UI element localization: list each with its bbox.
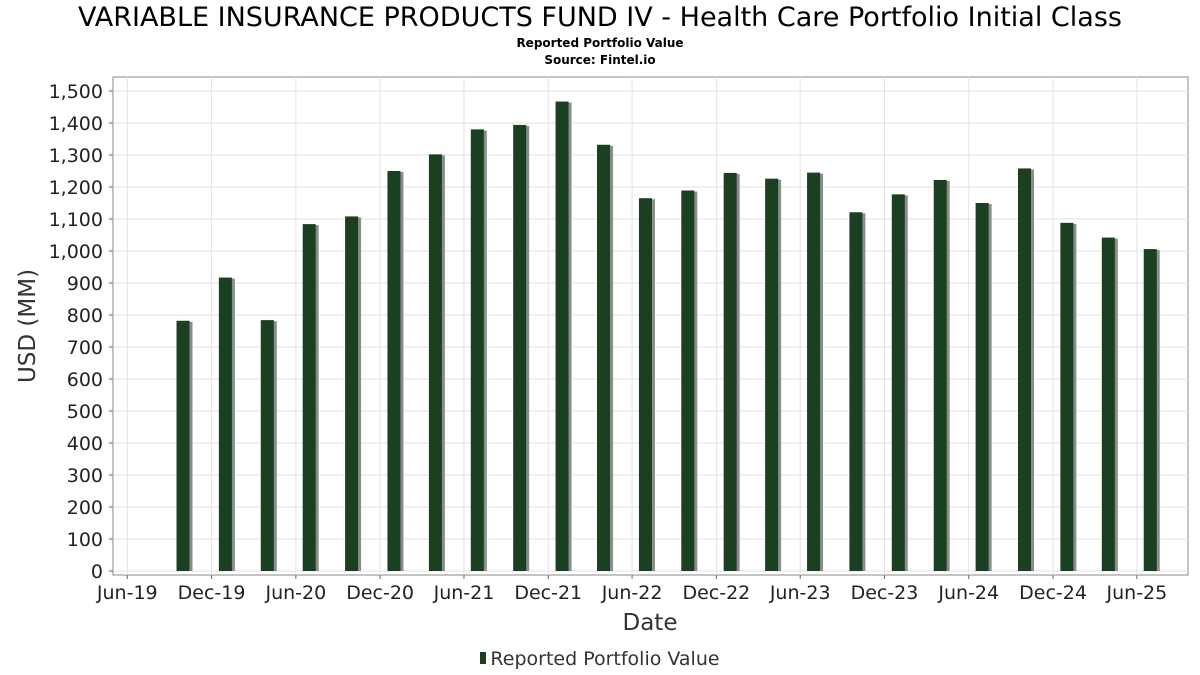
bar — [302, 224, 316, 571]
x-tick-label: Jun-20 — [264, 582, 326, 604]
bar — [807, 172, 821, 571]
y-tick-label: 1,500 — [49, 81, 103, 103]
y-tick-label: 500 — [67, 401, 103, 423]
y-tick-label: 1,400 — [49, 113, 103, 135]
chart-subtitle: Reported Portfolio Value — [516, 36, 684, 50]
bar — [1143, 249, 1157, 571]
x-tick-label: Dec-20 — [346, 582, 414, 604]
x-tick-label: Jun-21 — [433, 582, 495, 604]
bar — [470, 129, 484, 571]
bar — [387, 171, 401, 571]
bar — [1101, 237, 1115, 571]
bar — [597, 144, 611, 571]
x-tick-label: Dec-22 — [682, 582, 750, 604]
x-tick-label: Jun-25 — [1106, 582, 1168, 604]
y-tick-label: 600 — [67, 369, 103, 391]
legend-label: Reported Portfolio Value — [490, 648, 720, 670]
bar — [345, 216, 359, 571]
bar — [176, 320, 190, 571]
x-tick-label: Jun-22 — [601, 582, 663, 604]
bar — [681, 190, 695, 571]
y-tick-label: 0 — [91, 561, 103, 583]
bar — [723, 172, 737, 572]
y-tick-label: 1,200 — [49, 177, 103, 199]
y-tick-label: 800 — [67, 305, 103, 327]
x-tick-label: Dec-24 — [1019, 582, 1087, 604]
bar — [1060, 222, 1074, 571]
x-tick-label: Jun-19 — [96, 582, 158, 604]
legend-swatch — [480, 652, 487, 664]
x-tick-label: Jun-24 — [937, 582, 999, 604]
bar — [849, 212, 863, 571]
bar — [555, 101, 569, 571]
x-tick-label: Dec-19 — [178, 582, 246, 604]
bar — [1017, 168, 1031, 571]
bar — [891, 194, 905, 572]
legend: Reported Portfolio Value — [0, 648, 1200, 670]
x-tick-label: Dec-21 — [514, 582, 582, 604]
y-tick-label: 300 — [67, 465, 103, 487]
axes: 0 100 200 300 400 500 600 700 800 900 1,000 1,100 1,… — [49, 81, 1168, 604]
y-tick-label: 400 — [67, 433, 103, 455]
x-axis-title: Date — [623, 610, 678, 636]
bar — [513, 124, 527, 572]
x-tick-label: Jun-23 — [769, 582, 831, 604]
y-tick-label: 900 — [67, 273, 103, 295]
bar — [428, 154, 442, 572]
chart-title: VARIABLE INSURANCE PRODUCTS FUND IV - He… — [78, 2, 1122, 33]
bar — [933, 179, 947, 571]
bar — [218, 277, 232, 571]
bar — [765, 178, 779, 571]
bars — [176, 101, 1160, 572]
bar — [975, 203, 989, 571]
bar — [260, 320, 274, 571]
y-tick-label: 1,000 — [49, 241, 103, 263]
y-tick-label: 200 — [67, 497, 103, 519]
y-tick-label: 100 — [67, 529, 103, 551]
x-tick-label: Dec-23 — [851, 582, 919, 604]
chart-source: Source: Fintel.io — [544, 53, 656, 67]
bar — [638, 198, 652, 571]
y-tick-label: 1,300 — [49, 145, 103, 167]
y-axis-title: USD (MM) — [15, 269, 41, 383]
y-tick-label: 700 — [67, 337, 103, 359]
y-tick-label: 1,100 — [49, 209, 103, 231]
